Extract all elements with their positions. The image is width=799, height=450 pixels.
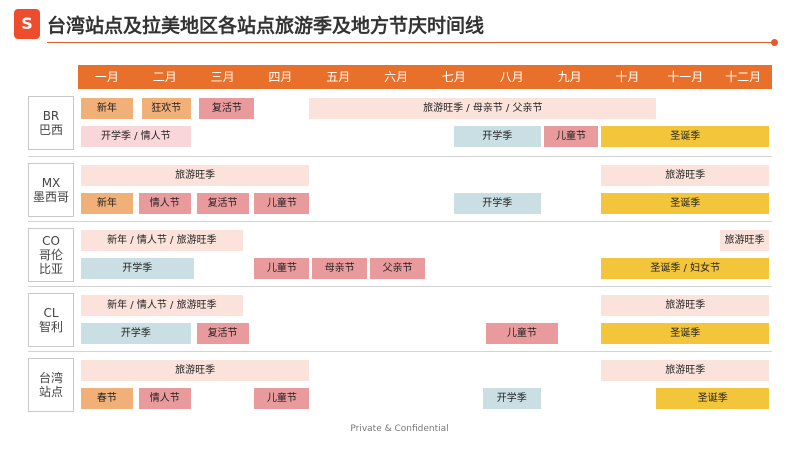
timeline-bar: 圣诞季	[601, 323, 770, 344]
timeline-bar: 情人节	[138, 193, 191, 214]
region-name: 巴西	[38, 123, 63, 137]
timeline-bar: 旅游旺季 / 母亲节 / 父亲节	[309, 98, 657, 119]
month-label: 九月	[557, 70, 582, 84]
timeline-bar: 儿童节	[254, 193, 310, 214]
timeline-bar: 春节	[80, 388, 133, 409]
region-label-box: 台湾 站点	[28, 358, 74, 412]
month-header: 一月 二月 三月 四月 五月 六月 七月 八月 九月 十月 十一月 十二月	[78, 65, 772, 89]
region-separator	[28, 286, 772, 287]
region-name: 智利	[38, 320, 63, 334]
timeline-bar: 复活节	[196, 323, 249, 344]
region-separator	[28, 221, 772, 222]
timeline-bar: 圣诞季	[656, 388, 770, 409]
month-label: 二月	[152, 70, 177, 84]
region-label-box: CL 智利	[28, 293, 74, 347]
timeline-bar: 圣诞季	[601, 193, 770, 214]
month-label: 十月	[615, 70, 640, 84]
month-label: 十二月	[725, 70, 762, 84]
timeline-bar: 复活节	[199, 98, 255, 119]
month-label: 七月	[441, 70, 466, 84]
timeline-bar: 母亲节	[312, 258, 368, 279]
region-name: 站点	[38, 385, 63, 399]
shopee-logo-glyph: S	[21, 14, 33, 33]
title-underline	[47, 42, 775, 43]
month-label: 八月	[499, 70, 524, 84]
timeline-bar: 儿童节	[485, 323, 558, 344]
region-separator	[28, 156, 772, 157]
month-label: 四月	[268, 70, 293, 84]
region-label-box: BR 巴西	[28, 96, 74, 150]
timeline-bar: 圣诞季	[601, 126, 770, 147]
timeline-bar: 新年	[80, 193, 133, 214]
region-code: CL	[43, 306, 59, 320]
region-code: BR	[42, 109, 60, 123]
timeline-bar: 开学季	[453, 193, 541, 214]
timeline-bar: 旅游旺季	[601, 165, 770, 186]
region-name: 哥伦	[38, 248, 63, 262]
month-label: 三月	[210, 70, 235, 84]
timeline-bar: 儿童节	[254, 258, 310, 279]
region-name: 台湾	[38, 371, 63, 385]
region-name: 墨西哥	[32, 190, 69, 204]
timeline-bar: 儿童节	[254, 388, 310, 409]
timeline-bar: 狂欢节	[141, 98, 191, 119]
footer-text: Private & Confidential	[350, 424, 449, 434]
timeline-bar: 旅游旺季	[601, 295, 770, 316]
month-label: 十一月	[667, 70, 704, 84]
timeline-bar: 新年 / 情人节 / 旅游旺季	[80, 295, 243, 316]
timeline-bar: 开学季	[482, 388, 541, 409]
region-label-box: CO 哥伦 比亚	[28, 228, 74, 282]
timeline-bar: 情人节	[138, 388, 191, 409]
timeline-bar: 新年	[80, 98, 133, 119]
region-label-box: MX 墨西哥	[28, 163, 74, 217]
region-name: 比亚	[38, 262, 63, 276]
timeline-bar: 开学季	[453, 126, 541, 147]
month-label: 一月	[94, 70, 119, 84]
timeline-bar: 开学季	[80, 258, 194, 279]
timeline-bar: 复活节	[196, 193, 249, 214]
region-code: CO	[42, 234, 60, 248]
title-underline-dot	[771, 39, 778, 46]
page-title: 台湾站点及拉美地区各站点旅游季及地方节庆时间线	[47, 15, 485, 37]
timeline-bar: 旅游旺季	[601, 360, 770, 381]
timeline-bar: 旅游旺季	[80, 360, 310, 381]
timeline-bar: 开学季	[80, 323, 191, 344]
timeline-bar: 父亲节	[370, 258, 425, 279]
region-code: MX	[41, 176, 61, 190]
shopee-logo: S	[14, 9, 40, 39]
timeline-bar: 开学季 / 情人节	[80, 126, 191, 147]
month-label: 六月	[384, 70, 409, 84]
month-label: 五月	[326, 70, 351, 84]
region-separator	[28, 351, 772, 352]
timeline-bar: 圣诞季 / 妇女节	[601, 258, 770, 279]
timeline-bar: 儿童节	[543, 126, 599, 147]
timeline-bar: 旅游旺季	[719, 230, 770, 251]
timeline-bar: 旅游旺季	[80, 165, 310, 186]
timeline-bar: 新年 / 情人节 / 旅游旺季	[80, 230, 243, 251]
